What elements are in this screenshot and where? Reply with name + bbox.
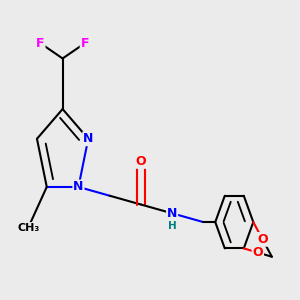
Text: O: O — [253, 246, 263, 259]
Text: N: N — [83, 132, 93, 145]
Text: CH₃: CH₃ — [17, 223, 39, 233]
Text: O: O — [257, 233, 268, 246]
Text: O: O — [136, 155, 146, 168]
Text: H: H — [168, 221, 176, 231]
Text: N: N — [73, 180, 84, 194]
Text: F: F — [36, 37, 45, 50]
Text: F: F — [80, 37, 89, 50]
Text: N: N — [167, 207, 177, 220]
